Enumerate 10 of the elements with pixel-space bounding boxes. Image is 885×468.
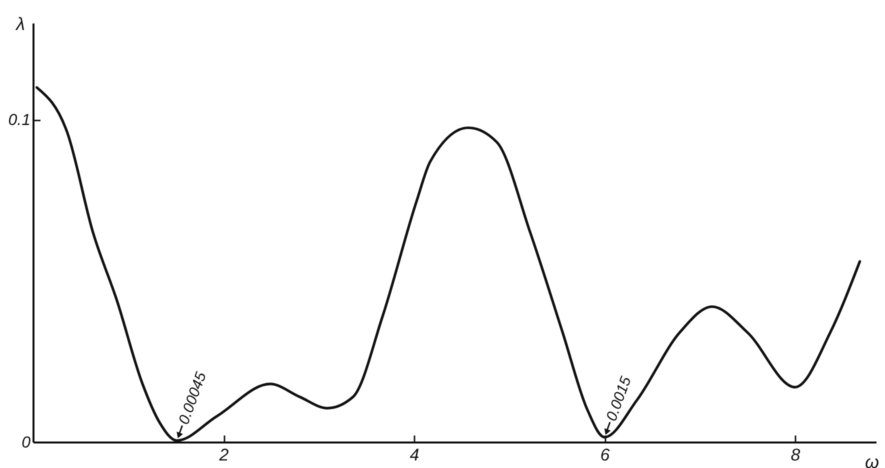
x-tick-label: 8 (790, 446, 801, 464)
annotation: 0.00045 (175, 369, 210, 427)
x-tick-label: 6 (600, 446, 610, 464)
x-axis-title: ω (864, 452, 880, 468)
y-tick-label: 0 (22, 434, 31, 452)
x-tick-label: 2 (218, 446, 230, 464)
y-tick-label: 0.1 (8, 112, 30, 130)
annotation: 0.0015 (603, 374, 636, 424)
y-axis-title: λ (15, 14, 25, 34)
x-tick-label: 4 (410, 446, 420, 464)
